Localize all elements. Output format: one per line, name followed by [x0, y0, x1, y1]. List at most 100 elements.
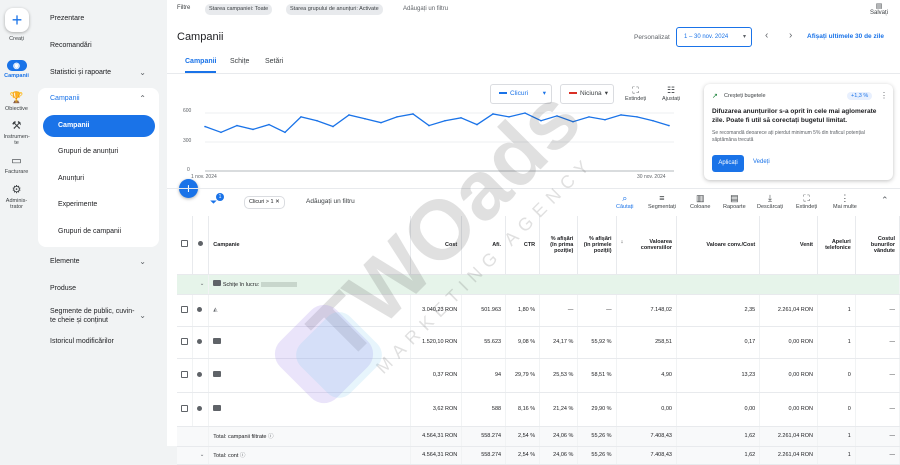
nav-campaigns[interactable]: Campanii [50, 95, 80, 102]
help-icon[interactable]: ⓘ [239, 453, 246, 459]
columns-button[interactable]: ▥ Coloane [690, 193, 711, 210]
col-top-impr[interactable]: % afișări (în prima poziție) [539, 216, 579, 275]
col-campaign[interactable]: Campanie [208, 216, 411, 275]
cell: 0 [817, 358, 856, 393]
col-conv-value-label: Valoarea conversiilor [640, 238, 672, 251]
col-phone-calls[interactable]: Apeluri telefonice [817, 216, 856, 275]
more-vert-icon[interactable]: ⋮ [880, 91, 888, 100]
more-label: Mai multe [833, 204, 857, 210]
checkbox[interactable] [181, 370, 188, 378]
more-button[interactable]: ⋮ Mai multe [833, 193, 857, 210]
nav-assets[interactable]: Elemente [50, 258, 80, 265]
rail-create[interactable]: Creați [0, 36, 33, 42]
nav-products[interactable]: Produse [50, 285, 77, 292]
prev-period-icon[interactable]: ‹ [765, 30, 769, 41]
tab-drafts[interactable]: Schițe [230, 58, 250, 65]
collapse-icon[interactable]: ⌃ [881, 195, 889, 205]
row-checkbox-cell[interactable] [177, 392, 194, 427]
row-checkbox-cell[interactable] [177, 294, 194, 327]
checkbox[interactable] [181, 404, 188, 412]
col-impressions[interactable]: Afi. [461, 216, 507, 275]
row-campaign-cell[interactable] [208, 358, 411, 393]
rail-admin[interactable]: ⚙ Adminis-trator [0, 184, 33, 210]
col-cost[interactable]: Cost [410, 216, 463, 275]
metric-selector-none[interactable]: Niciuna ▾ [560, 84, 614, 104]
row-campaign-cell[interactable]: ◭ [208, 294, 411, 327]
col-cogs[interactable]: Costul bunurilor vândute [855, 216, 900, 275]
table-row[interactable]: 1.520,10 RON 55.623 9,08 % 24,17 % 55,92… [177, 326, 900, 359]
save-button[interactable]: ▤ Salvați [870, 2, 888, 16]
table-row[interactable]: 0,37 RON 94 29,79 % 25,53 % 58,51 % 4,90… [177, 358, 900, 393]
nav-insights[interactable]: Statistici și rapoarte [50, 69, 112, 76]
checkbox[interactable] [181, 305, 188, 313]
nav-sub-experiments[interactable]: Experimente [58, 201, 98, 208]
row-campaign-cell[interactable] [208, 326, 411, 359]
tab-settings[interactable]: Setări [265, 58, 284, 65]
table-row[interactable]: 3,62 RON 588 8,16 % 21,24 % 29,90 % 0,00… [177, 392, 900, 427]
filter-chip-clicks[interactable]: Clicuri > 1 ✕ [244, 196, 285, 209]
chevron-down-icon[interactable]: ⌄ [139, 68, 146, 77]
tab-campaigns[interactable]: Campanii [185, 58, 217, 65]
table-row[interactable]: ◭ 3.040,23 RON 501.963 1,80 % — — 7.148,… [177, 294, 900, 327]
filter-chip-adgroup-status[interactable]: Starea grupului de anunțuri: Activate [286, 4, 383, 15]
cell: 0,00 [676, 392, 761, 427]
select-all-cell[interactable] [177, 216, 194, 275]
next-period-icon[interactable]: › [789, 30, 793, 41]
row-checkbox-cell[interactable] [177, 358, 194, 393]
data-point [540, 119, 542, 122]
nav-sub-campaigns[interactable]: Campanii [43, 115, 155, 137]
col-conv-value[interactable]: ↓ Valoarea conversiilor [616, 216, 677, 275]
checkbox[interactable] [181, 337, 188, 345]
data-point [236, 124, 238, 127]
chevron-down-icon[interactable]: ⌄ [139, 257, 146, 266]
create-plus-icon[interactable]: + [5, 8, 29, 32]
nav-audiences[interactable]: Segmente de public, cuvin-te cheie și co… [50, 308, 135, 324]
filter-funnel-icon[interactable]: ⏷ [210, 197, 218, 207]
col-revenue[interactable]: Venit [759, 216, 819, 275]
metric-selector-clicks[interactable]: Clicuri ▾ [490, 84, 552, 104]
row-checkbox-cell[interactable] [177, 326, 194, 359]
chart-adjust-button[interactable]: ☷ Ajustați [662, 85, 680, 102]
nav-change-history[interactable]: Istoricul modificărilor [50, 338, 114, 345]
show-last-30-link[interactable]: Afișați ultimele 30 de zile [807, 33, 884, 40]
data-point [620, 114, 622, 116]
nav-overview[interactable]: Prezentare [50, 15, 85, 22]
add-filter-link[interactable]: Adăugați un filtru [403, 6, 449, 12]
col-conv-value-cost[interactable]: Valoare conv./Cost [676, 216, 761, 275]
add-filter-table[interactable]: Adăugați un filtru [306, 198, 355, 205]
expand-table-button[interactable]: ⛶ Extindeți [796, 193, 817, 210]
row-campaign-cell[interactable] [208, 392, 411, 427]
expand-icon: ⛶ [803, 193, 810, 203]
col-ctr[interactable]: CTR [505, 216, 541, 275]
search-button[interactable]: ⌕ Căutați [616, 193, 633, 210]
view-button[interactable]: Vedeți [753, 159, 770, 165]
rail-billing[interactable]: ▭ Facturare [0, 155, 33, 175]
rail-tools[interactable]: ⚒ Instrumen-te [0, 120, 33, 146]
chevron-up-icon[interactable]: ⌃ [139, 94, 146, 103]
chevron-down-icon[interactable]: ⌄ [177, 274, 210, 295]
col-abs-top-impr[interactable]: % afișări (în primele poziții) [577, 216, 617, 275]
chart-expand-button[interactable]: ⛶ Extindeți [625, 85, 646, 102]
nav-sub-ads[interactable]: Anunțuri [58, 175, 85, 182]
chevron-down-icon[interactable]: ⌄ [177, 446, 210, 465]
nav-recommendations[interactable]: Recomandări [50, 42, 92, 49]
nav-sub-adgroups[interactable]: Grupuri de anunțuri [58, 148, 119, 155]
chevron-down-icon[interactable]: ⌄ [139, 311, 146, 320]
nav-sub-campaign-groups[interactable]: Grupuri de campanii [58, 228, 122, 235]
rail-campaigns[interactable]: ◉ Campanii [0, 60, 33, 79]
reports-button[interactable]: ▤ Rapoarte [723, 193, 746, 210]
filter-chip-campaign-status[interactable]: Starea campaniei: Toate [205, 4, 273, 15]
checkbox[interactable] [181, 240, 189, 248]
group-row-drafts[interactable]: ⌄ Schițe în lucru: [177, 274, 900, 295]
date-range-picker[interactable]: 1 – 30 nov. 2024 ▾ [676, 27, 752, 47]
segment-button[interactable]: ≡ Segmentați [648, 193, 676, 210]
help-icon[interactable]: ⓘ [268, 434, 274, 440]
performance-max-icon: ◭ [213, 307, 218, 313]
download-button[interactable]: ⤓ Descărcați [757, 193, 783, 210]
columns-label: Coloane [690, 204, 711, 210]
apply-button[interactable]: Aplicați [712, 155, 744, 172]
rail-objectives[interactable]: 🏆 Obiective [0, 92, 33, 112]
close-icon[interactable]: ✕ [275, 199, 280, 205]
data-point [316, 119, 318, 122]
cell: 0,00 [616, 392, 677, 427]
